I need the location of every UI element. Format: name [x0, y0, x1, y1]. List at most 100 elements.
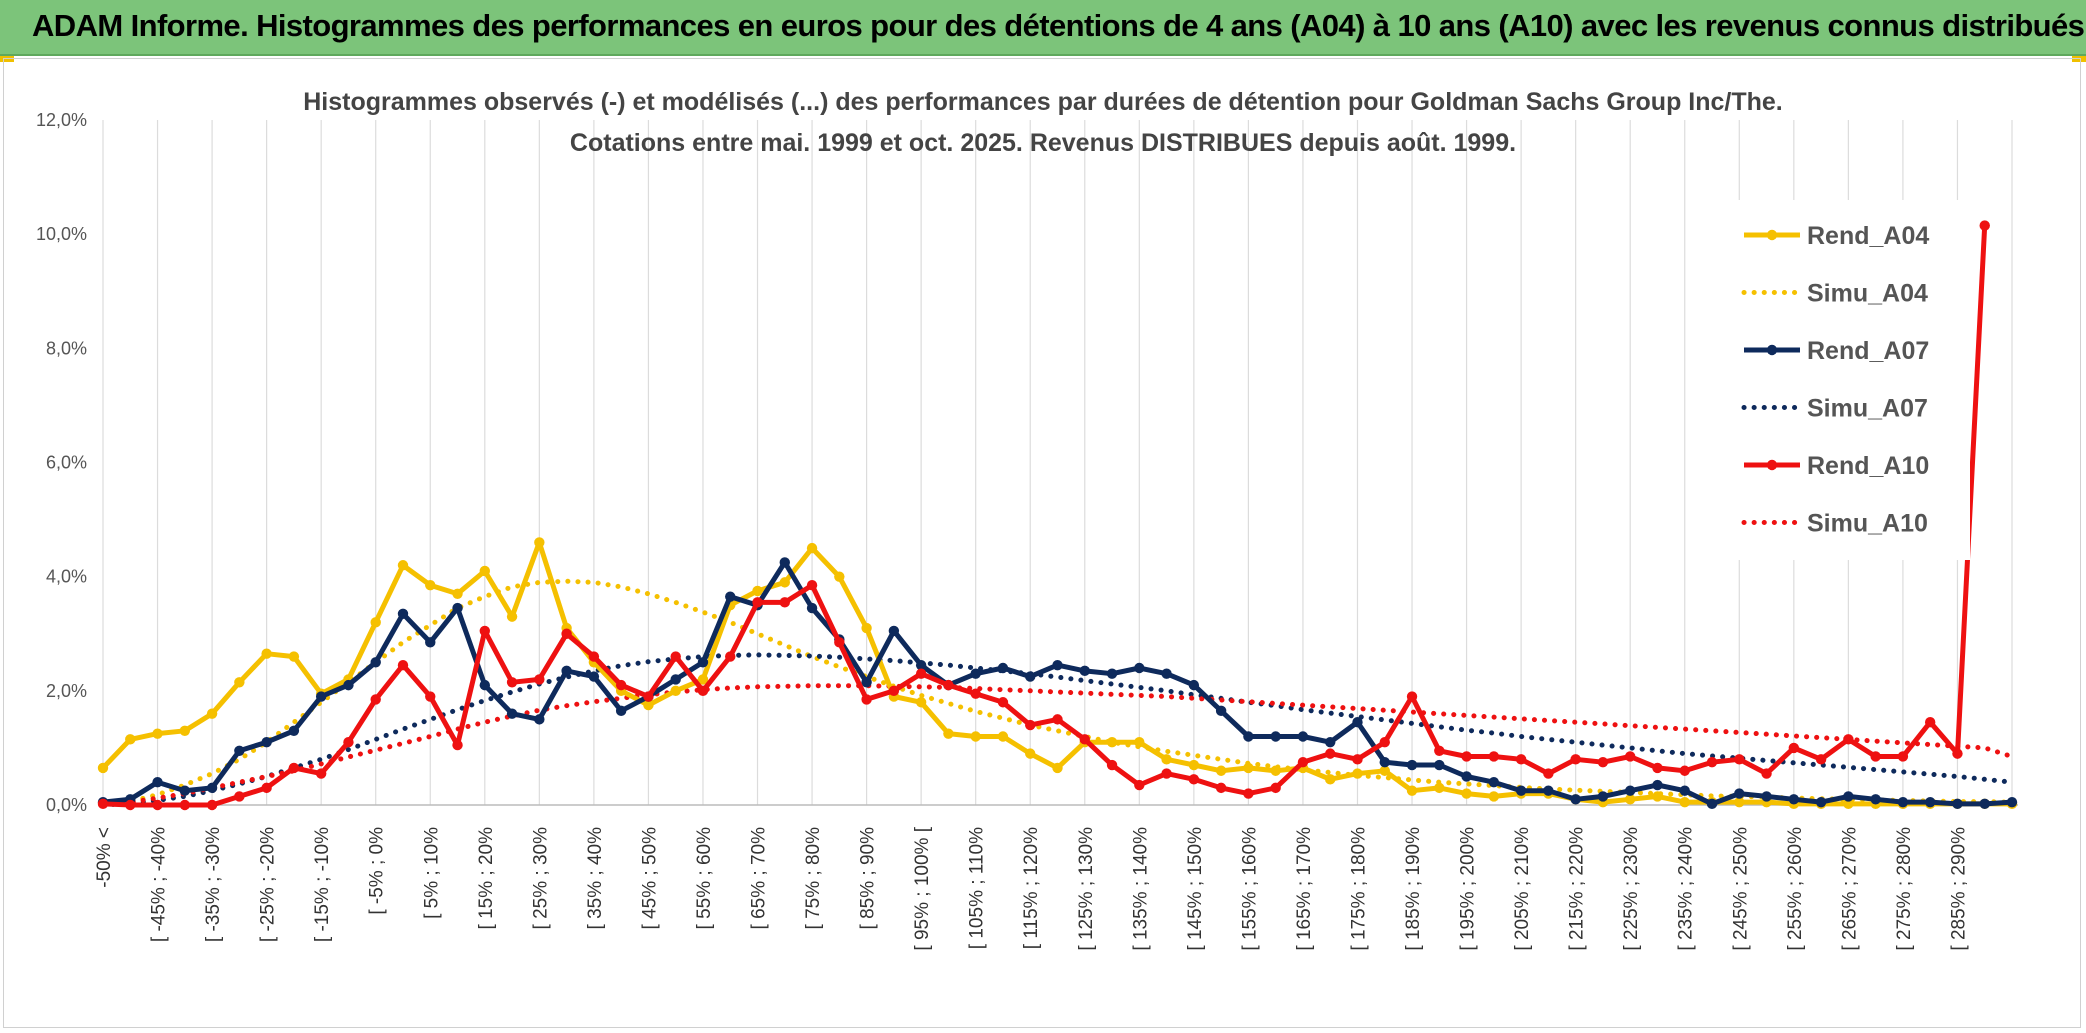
- data-point: [152, 728, 163, 739]
- data-point: [1734, 796, 1745, 808]
- data-point: [997, 731, 1009, 742]
- corner-marker: [0, 56, 14, 62]
- data-point: [779, 597, 790, 608]
- data-point: [1625, 785, 1636, 796]
- data-point: [1161, 754, 1172, 765]
- data-point: [1461, 771, 1472, 782]
- data-point: [1515, 785, 1527, 796]
- data-point: [1543, 785, 1554, 796]
- data-point: [343, 737, 354, 748]
- data-point: [506, 708, 518, 719]
- data-point: [425, 691, 436, 702]
- data-point: [1734, 754, 1745, 765]
- data-point: [1406, 691, 1418, 702]
- data-point: [806, 542, 818, 554]
- data-point: [370, 657, 381, 668]
- x-tick-label: [ 65% ; 70%: [749, 827, 770, 930]
- x-tick-label: [ -5% ; 0%: [367, 827, 388, 915]
- x-tick-label: [ 55% ; 60%: [694, 827, 715, 930]
- data-point: [888, 625, 900, 637]
- y-tick-label: 8,0%: [46, 338, 87, 358]
- data-point: [1461, 751, 1472, 762]
- data-point: [1570, 794, 1581, 805]
- data-point: [1352, 754, 1363, 765]
- data-point: [1870, 751, 1881, 762]
- data-point: [615, 705, 627, 717]
- data-point: [125, 799, 136, 811]
- data-point: [1788, 794, 1800, 805]
- x-tick-label: [ 275% ; 280%: [1894, 827, 1915, 951]
- data-point: [1025, 748, 1036, 759]
- data-point: [861, 694, 872, 705]
- series-line-simu-a07: [100, 652, 2015, 808]
- data-point: [1652, 779, 1663, 791]
- y-tick-label: 4,0%: [46, 567, 87, 587]
- chart-subtitle: Cotations entre mai. 1999 et oct. 2025. …: [570, 129, 1516, 157]
- data-point: [1543, 768, 1554, 779]
- x-tick-label: [ 215% ; 220%: [1567, 827, 1588, 951]
- data-point: [479, 565, 490, 577]
- y-tick-label: 2,0%: [46, 681, 87, 701]
- corner-marker: [2072, 56, 2086, 62]
- data-point: [1843, 734, 1854, 745]
- data-point: [152, 799, 163, 811]
- data-point: [1215, 705, 1227, 717]
- data-point: [534, 674, 545, 685]
- data-point: [1188, 774, 1200, 785]
- data-point: [206, 799, 218, 811]
- data-point: [970, 668, 981, 679]
- data-point: [997, 697, 1009, 708]
- data-point: [1843, 791, 1854, 802]
- data-point: [506, 677, 518, 688]
- data-point: [425, 580, 436, 591]
- data-point: [1188, 679, 1200, 691]
- series-line-simu-a10: [100, 683, 2015, 808]
- data-point: [1488, 751, 1500, 762]
- data-point: [1352, 717, 1363, 728]
- data-point: [2006, 796, 2018, 808]
- data-point: [1679, 796, 1690, 808]
- data-point: [779, 577, 790, 588]
- legend-label: Simu_A10: [1807, 510, 1928, 538]
- data-point: [1134, 779, 1145, 791]
- x-tick-label: [ 85% ; 90%: [858, 827, 879, 930]
- data-point: [697, 657, 709, 668]
- x-tick-label: -50% <: [94, 827, 115, 888]
- data-point: [643, 699, 654, 711]
- x-tick-label: [ -25% ; -20%: [258, 827, 279, 942]
- data-point: [806, 602, 818, 614]
- data-point: [125, 734, 136, 745]
- data-point: [1952, 798, 1963, 810]
- data-point: [97, 762, 109, 774]
- legend-label: Simu_A07: [1807, 395, 1928, 423]
- data-point: [1025, 719, 1036, 731]
- data-point: [1406, 759, 1418, 771]
- data-point: [1488, 776, 1500, 788]
- data-point: [234, 677, 245, 688]
- data-point: [1243, 762, 1254, 774]
- data-point: [725, 651, 736, 662]
- data-point: [697, 674, 709, 685]
- x-tick-label: [ 235% ; 240%: [1676, 827, 1697, 951]
- data-point: [1952, 748, 1963, 759]
- data-point: [861, 622, 872, 634]
- data-point: [670, 685, 681, 697]
- data-point: [915, 668, 927, 679]
- data-point: [1079, 665, 1090, 677]
- data-point: [452, 602, 463, 614]
- data-point: [1788, 742, 1800, 754]
- legend-label: Rend_A07: [1807, 337, 1929, 365]
- data-point: [1297, 756, 1309, 768]
- legend: Rend_A04 Simu_A04 Rend_A07 Simu_A07 Rend_A10…: [1741, 222, 1929, 538]
- x-tick-label: [ 135% ; 140%: [1130, 827, 1151, 951]
- data-point: [1243, 731, 1254, 742]
- data-point: [1379, 756, 1390, 768]
- data-point: [479, 625, 490, 637]
- x-tick-label: [ 155% ; 160%: [1239, 827, 1260, 951]
- data-point: [288, 651, 300, 662]
- series-line-simu-a04: [100, 578, 2015, 808]
- y-tick-labels: 0,0% 2,0% 4,0% 6,0% 8,0% 10,0% 12,0%: [36, 110, 87, 815]
- data-point: [261, 782, 272, 794]
- y-tick-label: 12,0%: [36, 110, 87, 130]
